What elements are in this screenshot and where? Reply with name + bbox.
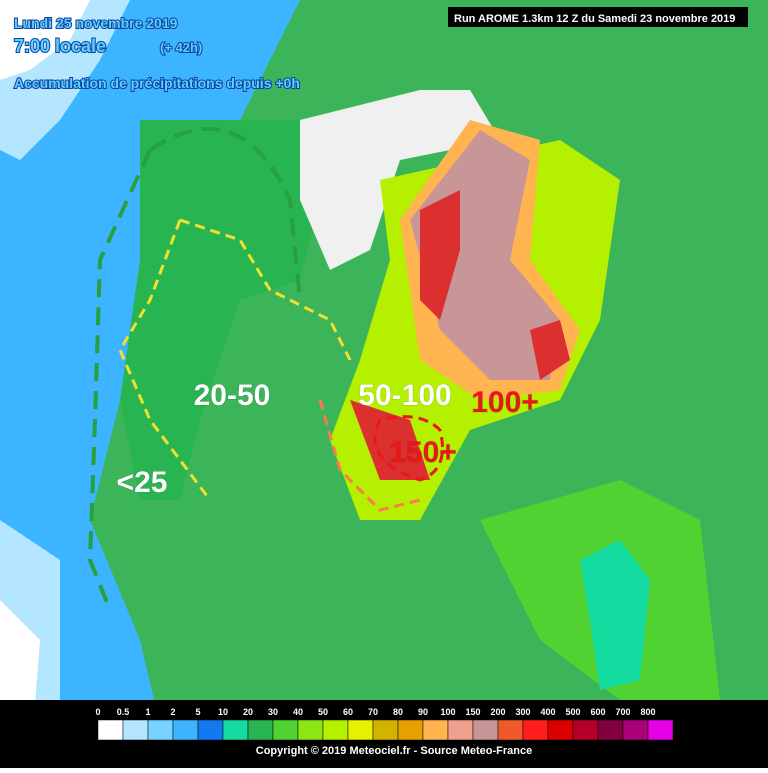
- map-label: <25: [117, 466, 168, 499]
- legend-label: 500: [565, 707, 580, 717]
- run: Run AROME 1.3km 12 Z du Samedi 23 novemb…: [454, 13, 735, 25]
- legend-swatch: [397, 719, 424, 741]
- legend-swatch: [597, 719, 624, 741]
- legend-swatch: [572, 719, 599, 741]
- legend-label: 1: [145, 707, 150, 717]
- legend-label: 30: [268, 707, 278, 717]
- dry-area: [300, 90, 500, 270]
- legend-label: 90: [418, 707, 428, 717]
- legend-label: 5: [195, 707, 200, 717]
- run-box: [448, 7, 748, 27]
- map-label: 50-100: [358, 379, 451, 412]
- legend-label: 70: [368, 707, 378, 717]
- legend-label: 2: [170, 707, 175, 717]
- light-area: [0, 0, 130, 768]
- legend-label: 200: [490, 707, 505, 717]
- lead: (+ 42h): [160, 40, 202, 55]
- legend-label: 800: [640, 707, 655, 717]
- map-label: 20-50: [194, 379, 271, 412]
- legend-swatch: [547, 719, 574, 741]
- legend-swatch: [447, 719, 474, 741]
- map-label: 150+: [389, 436, 457, 469]
- subtitle: Accumulation de précipitations depuis +0…: [14, 75, 300, 91]
- legend-swatch: [122, 719, 149, 741]
- legend-swatch: [422, 719, 449, 741]
- legend-label: 400: [540, 707, 555, 717]
- legend-label: 300: [515, 707, 530, 717]
- mauve-area: [410, 130, 560, 380]
- legend-swatch: [497, 719, 524, 741]
- blue-area: [0, 0, 300, 768]
- legend-swatch: [172, 719, 199, 741]
- legend-label: 80: [393, 707, 403, 717]
- legend-label: 10: [218, 707, 228, 717]
- legend-label: 600: [590, 707, 605, 717]
- legend-swatch: [197, 719, 224, 741]
- dashed-contour: [118, 218, 352, 501]
- legend-label: 0: [95, 707, 100, 717]
- legend-swatch: [622, 719, 649, 741]
- legend-label: 100: [440, 707, 455, 717]
- white-area: [0, 0, 90, 768]
- dashed-contour: [148, 126, 302, 301]
- legend-swatch: [272, 719, 299, 741]
- legend-label: 60: [343, 707, 353, 717]
- date: Lundi 25 novembre 2019: [14, 15, 178, 31]
- dashed-contour: [87, 149, 152, 611]
- dashed-contour: [373, 415, 444, 482]
- footer: Copyright © 2019 Meteociel.fr - Source M…: [256, 745, 532, 757]
- legend-swatch: [222, 719, 249, 741]
- map-label: 100+: [471, 386, 539, 419]
- legend-swatch: [522, 719, 549, 741]
- green-area: [120, 120, 320, 500]
- legend-swatch: [322, 719, 349, 741]
- red-area: [350, 190, 570, 480]
- island-area: [580, 540, 650, 690]
- legend-label: 700: [615, 707, 630, 717]
- legend-label: 150: [465, 707, 480, 717]
- legend-label: 20: [243, 707, 253, 717]
- dashed-contour: [318, 399, 421, 512]
- legend-swatch: [247, 719, 274, 741]
- legend-swatch: [472, 719, 499, 741]
- legend-swatch: [647, 719, 674, 741]
- legend-swatch: [297, 719, 324, 741]
- legend-swatch: [147, 719, 174, 741]
- time: 7:00 locale: [14, 36, 106, 56]
- legend-swatch: [372, 719, 399, 741]
- legend-label: 0.5: [117, 707, 130, 717]
- legend-swatch: [347, 719, 374, 741]
- legend-swatch: [97, 719, 124, 741]
- legend-label: 50: [318, 707, 328, 717]
- legend-label: 40: [293, 707, 303, 717]
